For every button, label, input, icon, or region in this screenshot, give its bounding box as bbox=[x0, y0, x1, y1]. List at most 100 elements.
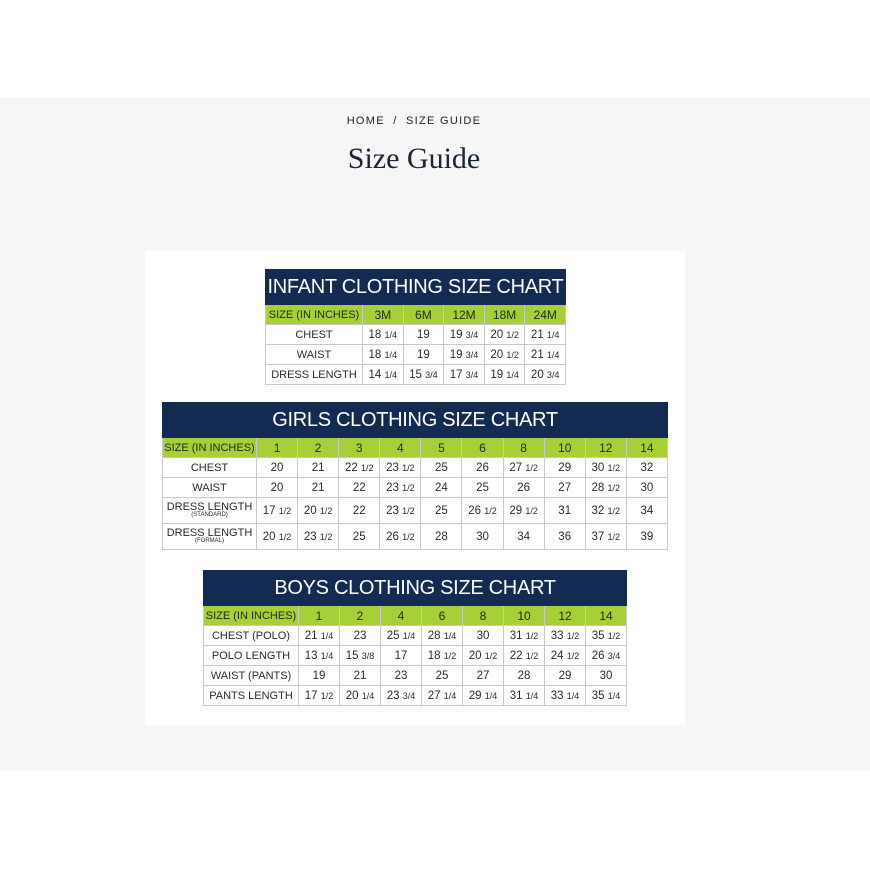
fraction: 1/2 bbox=[484, 505, 497, 516]
fraction: 1/2 bbox=[319, 531, 333, 542]
fraction: 1/4 bbox=[546, 329, 560, 340]
girls-size-chart: GIRLS CLOTHING SIZE CHART SIZE (IN INCHES… bbox=[162, 402, 669, 550]
row-sublabel: (FORMAL) bbox=[195, 538, 224, 544]
row-label: WAIST (PANTS) bbox=[203, 665, 299, 686]
fraction: 1/4 bbox=[443, 630, 457, 641]
breadcrumb: HOME / SIZE GUIDE bbox=[0, 115, 828, 127]
row-label-text: CHEST (POLO) bbox=[211, 629, 291, 642]
fraction: 1/2 bbox=[525, 462, 538, 473]
fraction: 1/4 bbox=[402, 630, 416, 641]
fraction: 1/2 bbox=[320, 690, 334, 701]
row-label-text: POLO LENGTH bbox=[211, 649, 291, 662]
size-value-cell: 23 1/2 bbox=[379, 497, 422, 524]
size-value-cell: 28 bbox=[420, 523, 463, 550]
size-header: 18M bbox=[483, 304, 526, 325]
size-value-cell: 20 1/2 bbox=[297, 497, 340, 524]
size-value-cell: 19 3/4 bbox=[443, 324, 485, 345]
size-value-cell: 27 bbox=[462, 665, 504, 686]
row-label: DRESS LENGTH (FORMAL) bbox=[162, 523, 257, 550]
size-value-cell: 25 bbox=[338, 523, 381, 550]
size-value-cell: 20 1/2 bbox=[255, 523, 299, 550]
fraction: 1/2 bbox=[506, 349, 519, 360]
size-value-cell: 15 3/4 bbox=[402, 364, 445, 385]
size-value-cell: 30 bbox=[462, 625, 504, 646]
size-value-cell: 24 1/2 bbox=[544, 645, 586, 666]
table-row: DRESS LENGTH (FORMAL) 20 1/2 23 1/2 25 26 1/2… bbox=[162, 523, 669, 550]
size-value-cell: 27 1/2 bbox=[502, 457, 545, 478]
size-value-cell: 35 1/2 bbox=[585, 625, 627, 646]
header-label: SIZE (IN INCHES) bbox=[203, 605, 299, 626]
table-row: DRESS LENGTH 14 1/4 15 3/4 17 3/4 19 1/4 20 3… bbox=[265, 364, 566, 385]
size-value-cell: 25 bbox=[421, 665, 463, 686]
fraction: 1/4 bbox=[443, 690, 457, 701]
size-value-cell: 23 bbox=[339, 625, 381, 646]
fraction: 1/4 bbox=[384, 329, 398, 340]
fraction: 1/2 bbox=[566, 650, 580, 661]
fraction: 3/4 bbox=[465, 349, 479, 360]
size-value-cell: 21 bbox=[297, 457, 340, 478]
size-value-cell: 37 1/2 bbox=[584, 523, 627, 550]
fraction: 1/4 bbox=[506, 369, 519, 380]
size-value-cell: 21 bbox=[339, 665, 381, 686]
breadcrumb-current: SIZE GUIDE bbox=[405, 115, 482, 127]
fraction: 1/2 bbox=[360, 462, 374, 473]
size-header: 10 bbox=[503, 605, 545, 626]
chart-title: BOYS CLOTHING SIZE CHART bbox=[203, 570, 627, 606]
size-value-cell: 25 bbox=[420, 457, 463, 478]
size-value-cell: 20 bbox=[255, 477, 299, 498]
size-header: 2 bbox=[339, 605, 381, 626]
fraction: 1/2 bbox=[402, 482, 415, 493]
table-row: WAIST 18 1/4 19 19 3/4 20 1/2 21 1/4 bbox=[265, 344, 566, 365]
chart-title: GIRLS CLOTHING SIZE CHART bbox=[162, 402, 668, 438]
size-value-cell: 18 1/4 bbox=[362, 324, 404, 345]
fraction: 3/4 bbox=[546, 369, 560, 380]
size-value-cell: 30 1/2 bbox=[584, 457, 627, 478]
size-value-cell: 20 1/2 bbox=[483, 344, 526, 365]
size-value-cell: 28 1/4 bbox=[421, 625, 463, 646]
size-value-cell: 26 bbox=[502, 477, 545, 498]
size-header: 1 bbox=[255, 437, 299, 458]
size-value-cell: 23 bbox=[380, 665, 422, 686]
fraction: 1/2 bbox=[402, 505, 415, 516]
fraction: 1/4 bbox=[320, 630, 334, 641]
table-row: WAIST (PANTS) 19 21 23 25 27 28 29 30 bbox=[203, 665, 627, 686]
size-value-cell: 14 1/4 bbox=[362, 364, 404, 385]
size-value-cell: 30 bbox=[461, 523, 504, 550]
size-header: 6 bbox=[421, 605, 463, 626]
size-value-cell: 26 1/2 bbox=[379, 523, 422, 550]
size-header: 8 bbox=[502, 437, 545, 458]
size-value-cell: 18 1/4 bbox=[362, 344, 404, 365]
size-value-cell: 30 bbox=[625, 477, 669, 498]
fraction: 1/2 bbox=[607, 462, 621, 473]
size-value-cell: 29 bbox=[544, 665, 586, 686]
size-value-cell: 21 1/4 bbox=[524, 344, 566, 365]
size-value-cell: 21 1/4 bbox=[524, 324, 566, 345]
size-header: 14 bbox=[625, 437, 669, 458]
fraction: 1/4 bbox=[525, 690, 539, 701]
size-value-cell: 22 1/2 bbox=[338, 457, 381, 478]
size-value-cell: 29 1/2 bbox=[502, 497, 545, 524]
size-header: 5 bbox=[420, 437, 463, 458]
header-label: SIZE (IN INCHES) bbox=[265, 304, 363, 325]
size-value-cell: 19 1/4 bbox=[483, 364, 526, 385]
row-label: POLO LENGTH bbox=[203, 645, 299, 666]
header-label: SIZE (IN INCHES) bbox=[162, 437, 257, 458]
fraction: 1/2 bbox=[607, 505, 621, 516]
size-value-cell: 21 bbox=[297, 477, 340, 498]
fraction: 1/2 bbox=[402, 531, 415, 542]
breadcrumb-home-link[interactable]: HOME bbox=[346, 115, 385, 127]
table-row: POLO LENGTH 13 1/4 15 3/8 17 18 1/2 20 1/2 22 … bbox=[203, 645, 627, 666]
size-value-cell: 29 bbox=[543, 457, 586, 478]
size-value-cell: 20 1/4 bbox=[339, 685, 381, 706]
fraction: 3/8 bbox=[361, 650, 375, 661]
size-value-cell: 19 3/4 bbox=[443, 344, 485, 365]
row-sublabel: (STANDARD) bbox=[191, 512, 228, 518]
fraction: 1/2 bbox=[525, 650, 539, 661]
row-label-text: PANTS LENGTH bbox=[209, 689, 293, 702]
row-label: DRESS LENGTH (STANDARD) bbox=[162, 497, 257, 524]
table-row: PANTS LENGTH 17 1/2 20 1/4 23 3/4 27 1/4 29 1… bbox=[203, 685, 627, 706]
size-value-cell: 26 1/2 bbox=[461, 497, 504, 524]
size-header: 4 bbox=[379, 437, 422, 458]
row-label-text: CHEST bbox=[190, 461, 229, 474]
size-value-cell: 20 1/2 bbox=[462, 645, 504, 666]
